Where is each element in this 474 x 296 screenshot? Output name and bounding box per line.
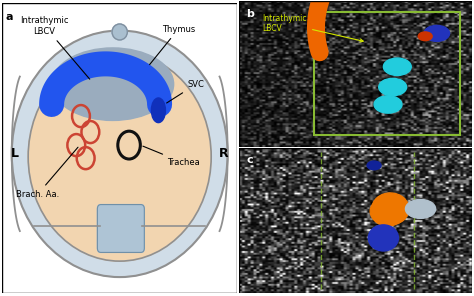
Ellipse shape xyxy=(112,24,128,40)
Text: Intrathymic
LBCV: Intrathymic LBCV xyxy=(20,17,90,79)
FancyBboxPatch shape xyxy=(97,205,144,252)
Circle shape xyxy=(374,96,402,113)
Ellipse shape xyxy=(12,30,228,277)
Text: a: a xyxy=(6,12,13,22)
Text: R: R xyxy=(219,147,229,160)
Ellipse shape xyxy=(28,52,211,261)
Text: Trachea: Trachea xyxy=(143,146,200,167)
Text: b: b xyxy=(246,9,254,19)
Text: SVC: SVC xyxy=(166,80,205,103)
Ellipse shape xyxy=(52,48,173,120)
Ellipse shape xyxy=(151,98,165,123)
Ellipse shape xyxy=(368,225,399,251)
Circle shape xyxy=(424,25,449,41)
Ellipse shape xyxy=(372,193,409,225)
Circle shape xyxy=(405,200,436,218)
Text: Brach. Aa.: Brach. Aa. xyxy=(16,147,78,199)
Text: Thymus: Thymus xyxy=(150,25,195,65)
Ellipse shape xyxy=(370,200,401,226)
Circle shape xyxy=(418,32,432,41)
Circle shape xyxy=(367,161,381,170)
Text: Intrathymic
LBCV: Intrathymic LBCV xyxy=(263,14,363,42)
Circle shape xyxy=(383,58,411,75)
Bar xyxy=(314,12,460,135)
Circle shape xyxy=(379,78,407,96)
Text: L: L xyxy=(11,147,19,160)
Text: c: c xyxy=(246,155,253,165)
